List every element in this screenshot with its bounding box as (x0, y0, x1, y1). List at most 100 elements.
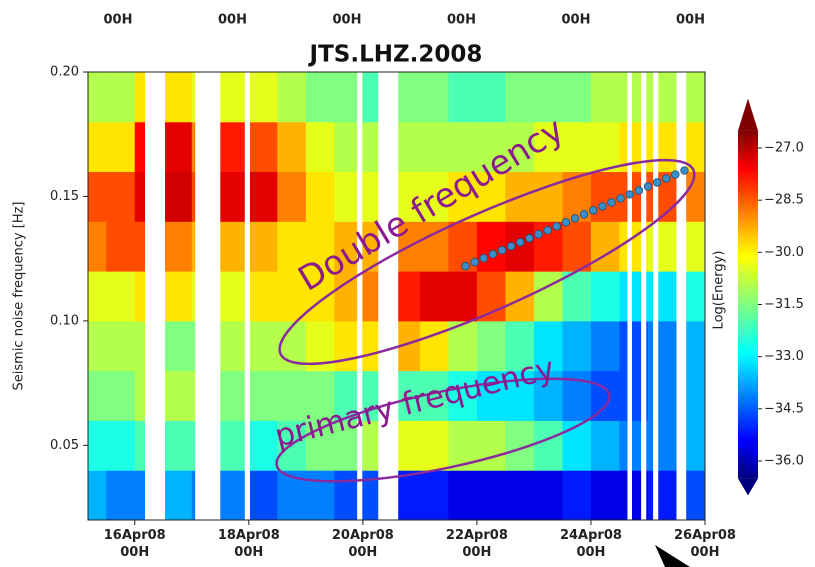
heat-cell (305, 72, 335, 123)
colorbar-tick-label: −27.0 (764, 140, 804, 155)
heat-cell (419, 72, 449, 123)
heat-cell (163, 370, 193, 421)
primary-frequency-ellipse (275, 377, 611, 483)
heat-cell (419, 121, 449, 173)
heat-cell (248, 271, 278, 322)
heat-cell (419, 420, 449, 471)
data-gap (195, 72, 221, 520)
heat-cell (448, 171, 478, 222)
heat-cell (476, 420, 506, 471)
heat-cell (590, 420, 620, 471)
x-tick-label: 24Apr08 00H (559, 528, 622, 560)
heat-cell (220, 171, 250, 222)
colorbar-tick-label: −31.5 (764, 297, 804, 312)
heat-cell (88, 72, 107, 123)
x-tick-label: 16Apr08 00H (103, 528, 166, 560)
heat-cell (505, 470, 535, 520)
colorbar-tick-label: −36.0 (764, 454, 804, 469)
data-gap (627, 72, 633, 520)
heat-cell (305, 221, 335, 272)
heat-cell (562, 470, 592, 520)
point (506, 242, 516, 251)
x-tick-label: 22Apr08 00H (445, 528, 508, 560)
heat-cell (163, 271, 193, 322)
heat-cell (590, 171, 620, 222)
heat-cell (562, 320, 592, 372)
point (561, 218, 571, 227)
point (680, 166, 689, 175)
heat-cell (590, 470, 620, 520)
point (543, 226, 552, 235)
x-tick-label: 18Apr08 00H (217, 528, 280, 560)
heat-cell (88, 271, 107, 322)
heat-cell (448, 72, 478, 123)
heat-cell (305, 470, 335, 520)
heat-cell (533, 470, 563, 520)
heat-cell (647, 271, 677, 322)
point (598, 202, 607, 211)
heat-cell (163, 72, 193, 123)
heat-cell (305, 370, 335, 421)
heat-cell (647, 420, 677, 471)
heat-cell (106, 420, 136, 471)
heat-cell (305, 271, 335, 322)
point (552, 222, 561, 231)
heat-cell (533, 72, 563, 123)
point (497, 246, 507, 255)
data-gap (653, 72, 659, 520)
heat-cell (163, 171, 193, 222)
data-gap (641, 72, 647, 520)
chart-title: JTS.LHZ.2008 (308, 42, 483, 68)
heat-cell (647, 221, 677, 272)
top-label: 00H (104, 13, 133, 28)
heat-cell (248, 420, 278, 471)
x-tick-label: 20Apr08 00H (331, 528, 394, 560)
heat-cell (163, 420, 193, 471)
point (488, 249, 498, 259)
cursor-arrow (655, 545, 690, 567)
heat-cell (220, 420, 250, 471)
heat-cell (88, 470, 107, 520)
point (652, 178, 662, 187)
heat-cell (419, 320, 449, 372)
heat-cell (305, 171, 335, 222)
heat-cell (562, 420, 592, 471)
double-frequency-ellipse (278, 158, 696, 366)
point (616, 194, 625, 203)
heat-cell (590, 370, 620, 421)
point (643, 182, 653, 191)
point (516, 238, 525, 247)
heat-cell (220, 72, 250, 123)
data-gap (145, 72, 165, 520)
top-label: 00H (218, 13, 247, 28)
heat-cell (220, 320, 250, 372)
heat-cell (419, 470, 449, 520)
heat-cell (476, 370, 506, 421)
heat-cell (448, 271, 478, 322)
heat-cell (562, 72, 592, 123)
heat-cell (476, 470, 506, 520)
heat-cell (248, 121, 278, 173)
heat-cell (88, 420, 107, 471)
colorbar (738, 130, 758, 479)
heat-cell (248, 470, 278, 520)
colorbar-tick-label: −33.0 (764, 349, 804, 364)
heat-cell (590, 320, 620, 372)
heat-cell (106, 72, 136, 123)
heat-cell (248, 221, 278, 272)
data-gap (357, 72, 363, 520)
heat-cell (248, 370, 278, 421)
heat-cell (220, 121, 250, 173)
point (525, 234, 534, 243)
heat-cell (533, 171, 563, 222)
heat-cell (88, 171, 107, 222)
heat-cell (248, 72, 278, 123)
heat-cell (106, 171, 136, 222)
heat-cell (163, 221, 193, 272)
heat-cell (419, 171, 449, 222)
heat-cell (647, 470, 677, 520)
heat-cell (476, 271, 506, 322)
top-label: 00H (333, 13, 362, 28)
plot-frame (87, 71, 706, 521)
